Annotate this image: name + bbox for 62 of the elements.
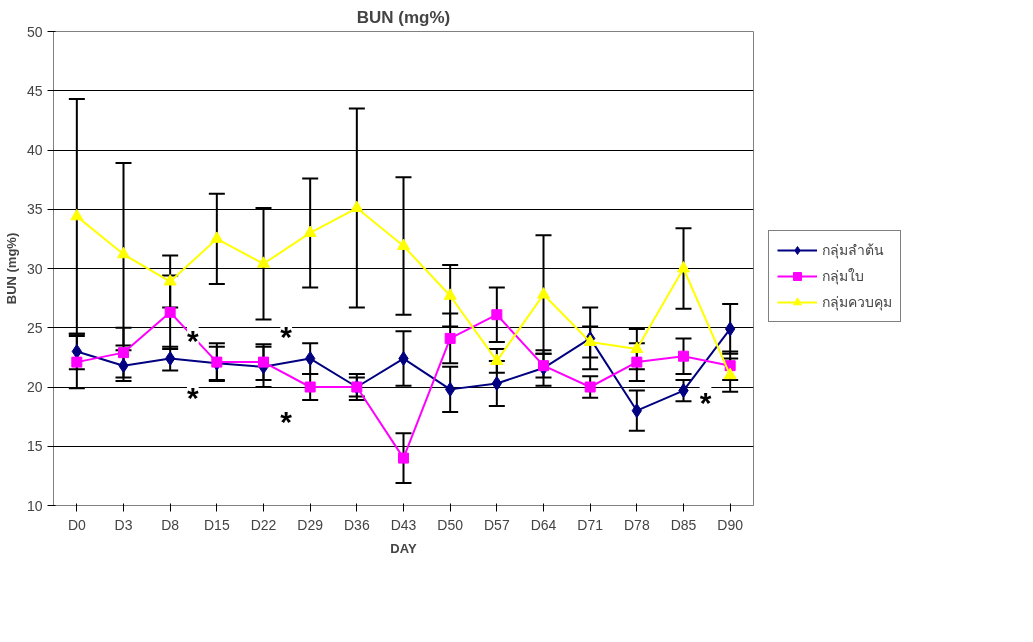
y-tick-label: 35 [26,201,43,218]
legend-label: กลุ่มใบ [822,267,864,287]
x-tick-label: D43 [390,516,417,533]
point [210,231,224,243]
point [677,261,690,273]
annotation: * [699,386,712,420]
point [71,356,83,368]
legend-label: กลุ่มลำต้น [822,241,884,261]
x-tick-label: D50 [437,516,464,533]
x-tick-label: D57 [483,516,510,533]
point [70,208,84,221]
point [257,256,270,268]
point [258,356,269,368]
point [631,356,643,368]
point [118,347,129,359]
point [538,360,549,372]
x-axis-title: DAY [390,540,417,556]
y-axis-title: BUN (mg%) [3,232,19,305]
x-tick-label: D36 [343,516,370,533]
annotation: * [187,323,199,357]
annotation: * [280,404,293,438]
point [350,200,364,213]
point [163,274,177,286]
y-tick-label: 15 [26,438,43,455]
point [164,306,176,318]
x-tick-label: D29 [297,516,324,533]
point [397,238,410,250]
point [303,225,317,237]
x-tick-label: D71 [577,516,604,533]
y-tick-label: 25 [26,319,43,336]
legend-label: กลุ่มควบคุม [822,293,892,313]
point [491,309,503,321]
x-tick-label: D22 [250,516,277,533]
y-tick-label: 10 [26,497,43,514]
point [678,350,689,362]
point [584,381,596,393]
x-tick-label: D8 [161,516,180,533]
x-tick-label: D0 [67,516,86,533]
x-tick-label: D64 [530,516,557,533]
point [490,353,504,365]
y-tick-label: 20 [26,379,43,395]
x-tick-label: D78 [623,516,650,533]
chart-title: BUN (mg%) [356,7,451,27]
annotation: * [187,380,199,414]
y-tick-label: 45 [26,82,43,99]
x-tick-label: D15 [203,516,230,533]
point [117,246,130,259]
x-tick-label: D3 [114,516,133,533]
y-tick-label: 30 [26,260,43,277]
annotation: * [280,320,293,354]
point [398,452,409,464]
point [583,334,597,346]
point [443,288,457,300]
point [630,341,644,354]
point [444,332,456,344]
point [304,381,316,393]
x-tick-label: D90 [717,516,744,533]
y-tick-label: 40 [26,142,43,158]
y-tick-label: 50 [26,23,43,40]
x-tick-label: D85 [670,516,697,533]
point [537,287,550,299]
point [723,367,737,380]
